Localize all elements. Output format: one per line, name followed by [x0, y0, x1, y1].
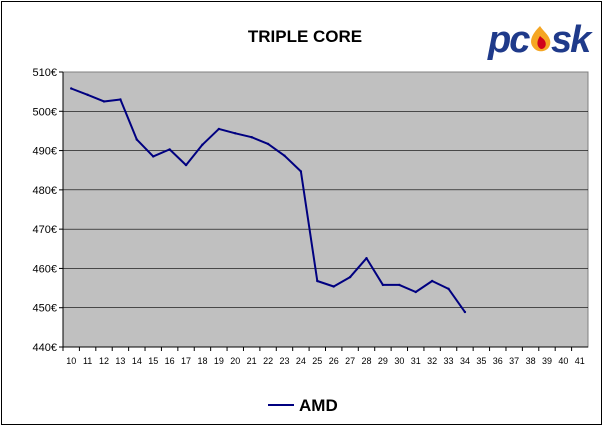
y-tick-label: 470€: [33, 224, 57, 236]
x-tick-label: 26: [329, 356, 339, 366]
data-point: [184, 163, 188, 167]
logo-text-sk: sk: [551, 19, 593, 61]
y-tick-label: 450€: [33, 303, 57, 315]
y-tick-label: 440€: [33, 342, 57, 354]
data-point: [102, 100, 106, 103]
series-layer: [70, 87, 467, 314]
x-tick-label: 24: [296, 356, 306, 366]
legend-label-amd: AMD: [299, 396, 338, 415]
x-tick-label: 32: [427, 356, 437, 366]
x-tick-label: 38: [526, 356, 536, 366]
x-axis: 10 11 12 13 14 15 16 17 18 19 20 21 22 23 24 25 26 27 28 29…: [62, 346, 588, 366]
data-point: [217, 127, 221, 131]
flame-icon: [531, 26, 551, 52]
x-tick-label: 40: [558, 356, 568, 366]
data-point: [266, 142, 270, 146]
y-tick-label: 490€: [33, 146, 57, 158]
chart-title: TRIPLE CORE: [248, 27, 362, 46]
data-point: [135, 138, 139, 141]
x-tick-label: 19: [214, 356, 224, 366]
x-tick-label: 33: [444, 356, 454, 366]
x-tick-label: 21: [247, 356, 257, 366]
data-point: [283, 154, 286, 157]
data-point: [201, 143, 204, 146]
data-point: [332, 285, 335, 288]
data-point: [447, 287, 450, 291]
x-tick-label: 14: [132, 356, 142, 366]
data-point: [414, 290, 417, 294]
x-tick-label: 16: [165, 356, 175, 366]
data-point: [299, 170, 303, 173]
data-point: [70, 87, 73, 90]
x-tick-label: 36: [493, 356, 503, 366]
legend: AMD: [268, 396, 338, 415]
x-tick-label: 11: [83, 356, 92, 366]
x-tick-label: 10: [66, 356, 76, 366]
y-tick-label: 480€: [33, 185, 57, 197]
x-tick-label: 20: [230, 356, 240, 366]
x-tick-label: 37: [509, 356, 519, 366]
data-point: [168, 148, 171, 151]
x-tick-label: 15: [148, 356, 158, 366]
data-point: [250, 136, 253, 139]
data-point: [234, 132, 237, 135]
data-point: [316, 279, 319, 283]
x-tick-label: 39: [542, 356, 552, 366]
x-tick-label: 34: [460, 356, 470, 366]
x-tick-label: 25: [312, 356, 322, 366]
data-point: [381, 283, 385, 287]
x-tick-label: 23: [279, 356, 289, 366]
data-point: [463, 310, 467, 314]
x-tick-label: 17: [181, 356, 191, 366]
data-point: [152, 155, 155, 158]
logo-text-pc: pc: [487, 19, 530, 61]
y-tick-label: 510€: [33, 67, 57, 79]
x-tick-label: 31: [411, 356, 421, 366]
x-tick-label: 12: [99, 356, 109, 366]
data-point: [348, 275, 352, 279]
x-tick-label: 29: [378, 356, 388, 366]
data-point: [398, 283, 401, 287]
x-tick-label: 28: [362, 356, 372, 366]
x-tick-label: 30: [394, 356, 404, 366]
data-point: [86, 93, 89, 96]
x-tick-label: 22: [263, 356, 273, 366]
x-tick-label: 27: [345, 356, 355, 366]
x-tick-label: 35: [476, 356, 486, 366]
plot-area: [62, 71, 589, 348]
y-tick-label: 460€: [33, 263, 57, 275]
data-point: [119, 98, 122, 101]
data-point: [430, 279, 434, 283]
x-tick-label: 41: [575, 356, 585, 366]
grid-lines: [63, 110, 588, 309]
y-tick-label: 500€: [33, 106, 57, 118]
x-tick-label: 13: [115, 356, 125, 366]
pcask-logo: pc sk: [487, 19, 595, 61]
y-axis: 440€ 450€ 460€ 470€ 480€ 490€ 500€ 510€: [33, 67, 64, 354]
data-point: [365, 257, 368, 260]
x-tick-label: 18: [197, 356, 207, 366]
